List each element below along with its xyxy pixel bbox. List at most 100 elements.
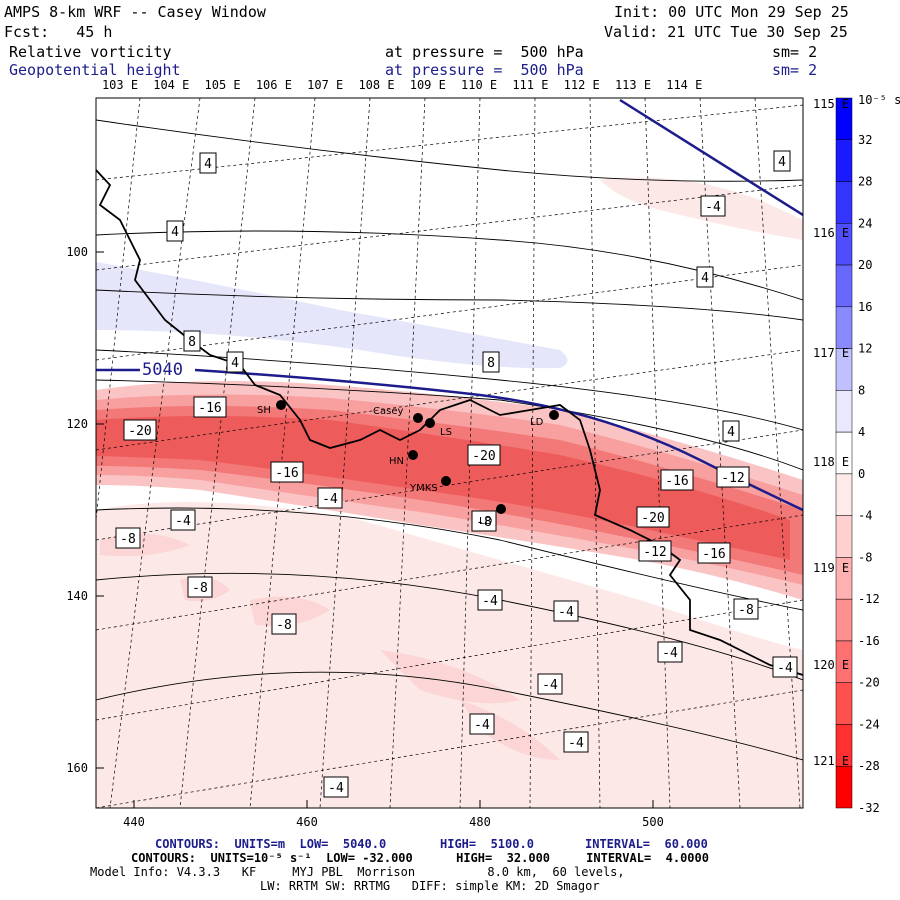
contour-label-box [115,527,141,549]
contour-label-box [469,713,495,735]
colorbar-swatch [835,515,853,558]
station-marker [549,410,559,420]
right-longitude-labels: 115 E 116 E 117 E 118 E 119 E 120 E 121 E [813,97,849,768]
right-lon-label: 116 E [813,226,849,240]
colorbar-swatch [835,598,853,642]
y-ticks: 100 120 140 160 [66,245,104,775]
contour-label-box [482,351,500,373]
vorticity-contour-label: -8 [738,603,754,618]
footer-model-info: Model Info: V4.3.3 KF MYJ PBL Morrison 8… [90,865,625,879]
station-label: Casey [373,406,403,417]
field1-name: Relative vorticity [9,43,172,61]
colorbar-label: -12 [858,592,880,606]
field2-name: Geopotential height [9,61,181,79]
contour-label-box [170,509,196,531]
contour-label-box [471,510,497,532]
height-contour-label: 5040 [142,360,183,380]
contour-label-box [722,420,740,442]
contour-label-box [271,613,297,635]
vorticity-contour-label: -16 [275,466,298,481]
contour-label-box [187,576,213,598]
contour-label-box [123,419,157,441]
top-lon-label: 107 E [307,78,343,92]
vorticity-contour-label: -4 [662,646,678,661]
vorticity-contour-label: -20 [472,449,495,464]
top-lon-label: 108 E [358,78,394,92]
vorticity-contour-label: -4 [568,736,584,751]
contour-label-box [553,600,579,622]
top-lon-label: 109 E [410,78,446,92]
vorticity-contour-label: -20 [128,424,151,439]
top-longitude-labels: 103 E 104 E 105 E 106 E 107 E 108 E 109 E 110 E… [102,78,702,92]
x-tick-label: 460 [296,815,318,829]
colorbar-label: -20 [858,676,880,690]
station-marker [441,476,451,486]
station-marker [425,418,435,428]
station-marker [496,504,506,514]
colorbar-swatch [835,306,853,349]
station-label: LD [530,417,544,428]
colorbar-units: 10⁻⁵ s⁻¹ [858,93,900,107]
field2-smoothing: sm= 2 [772,61,818,79]
colorbar-label: 4 [858,425,865,439]
contour-label-box [636,506,670,528]
station-label: SH [257,405,271,416]
station-label: YMKS [409,483,438,494]
top-lon-label: 113 E [615,78,651,92]
init-time: Init: 00 UTC Mon 29 Sep 25 [614,3,849,21]
contour-label-box [772,656,798,678]
colorbar-label: -24 [858,717,880,731]
colorbar-label: -4 [858,509,872,523]
vorticity-contour-label: -20 [641,511,664,526]
contour-label-box [733,598,759,620]
x-tick-label: 480 [469,815,491,829]
colorbar-label: 8 [858,383,865,397]
contour-label-box [270,461,304,483]
vorticity-contour-label: -4 [482,594,498,609]
contour-label-box [199,152,217,174]
colorbar-label: 12 [858,342,872,356]
colorbar-label: -32 [858,801,880,815]
y-tick-label: 140 [66,589,88,603]
vorticity-contour-label: 8 [188,335,196,350]
colorbar-swatch [835,390,853,433]
right-lon-label: 115 E [813,97,849,111]
station-marker [413,413,423,423]
vorticity-contour-label: 4 [231,356,239,371]
contour-label-box [166,220,184,242]
vorticity-contour-label: -12 [643,545,666,560]
vorticity-contour-label: -4 [328,781,344,796]
colorbar-swatch [835,264,853,308]
y-tick-label: 120 [66,417,88,431]
right-lon-label: 120 E [813,658,849,672]
right-lon-label: 121 E [813,754,849,768]
vorticity-contour-label: -16 [198,401,221,416]
vorticity-contour-label: -8 [276,618,292,633]
colorbar-label: -16 [858,634,880,648]
contour-label-box [183,330,201,352]
vorticity-contour-label: 4 [701,271,709,286]
contour-label-box [700,195,726,217]
x-tick-label: 500 [642,815,664,829]
vorticity-contour-label: 4 [727,425,735,440]
footer-physics: LW: RRTM SW: RRTMG DIFF: simple KM: 2D S… [260,879,600,893]
footer-height-high: HIGH= 5100.0 [440,837,534,851]
colorbar-label: 32 [858,133,872,147]
station-label: LD [479,516,493,527]
footer-height-contours: CONTOURS: UNITS=m LOW= 5040.0 [155,837,387,851]
contour-label-box [537,673,563,695]
vorticity-contour-label: 4 [204,157,212,172]
vorticity-contour-label: -8 [476,515,492,530]
vorticity-contour-label: -4 [542,678,558,693]
top-lon-label: 114 E [666,78,702,92]
vorticity-contour-label: -4 [175,514,191,529]
y-tick-label: 160 [66,761,88,775]
vorticity-contour-label: -8 [192,581,208,596]
vorticity-contour-label: -4 [777,661,793,676]
contour-label-box [657,641,683,663]
station-label: HN [389,456,404,467]
vorticity-contour-label: -8 [120,532,136,547]
top-lon-label: 106 E [256,78,292,92]
contour-label-box [477,589,503,611]
